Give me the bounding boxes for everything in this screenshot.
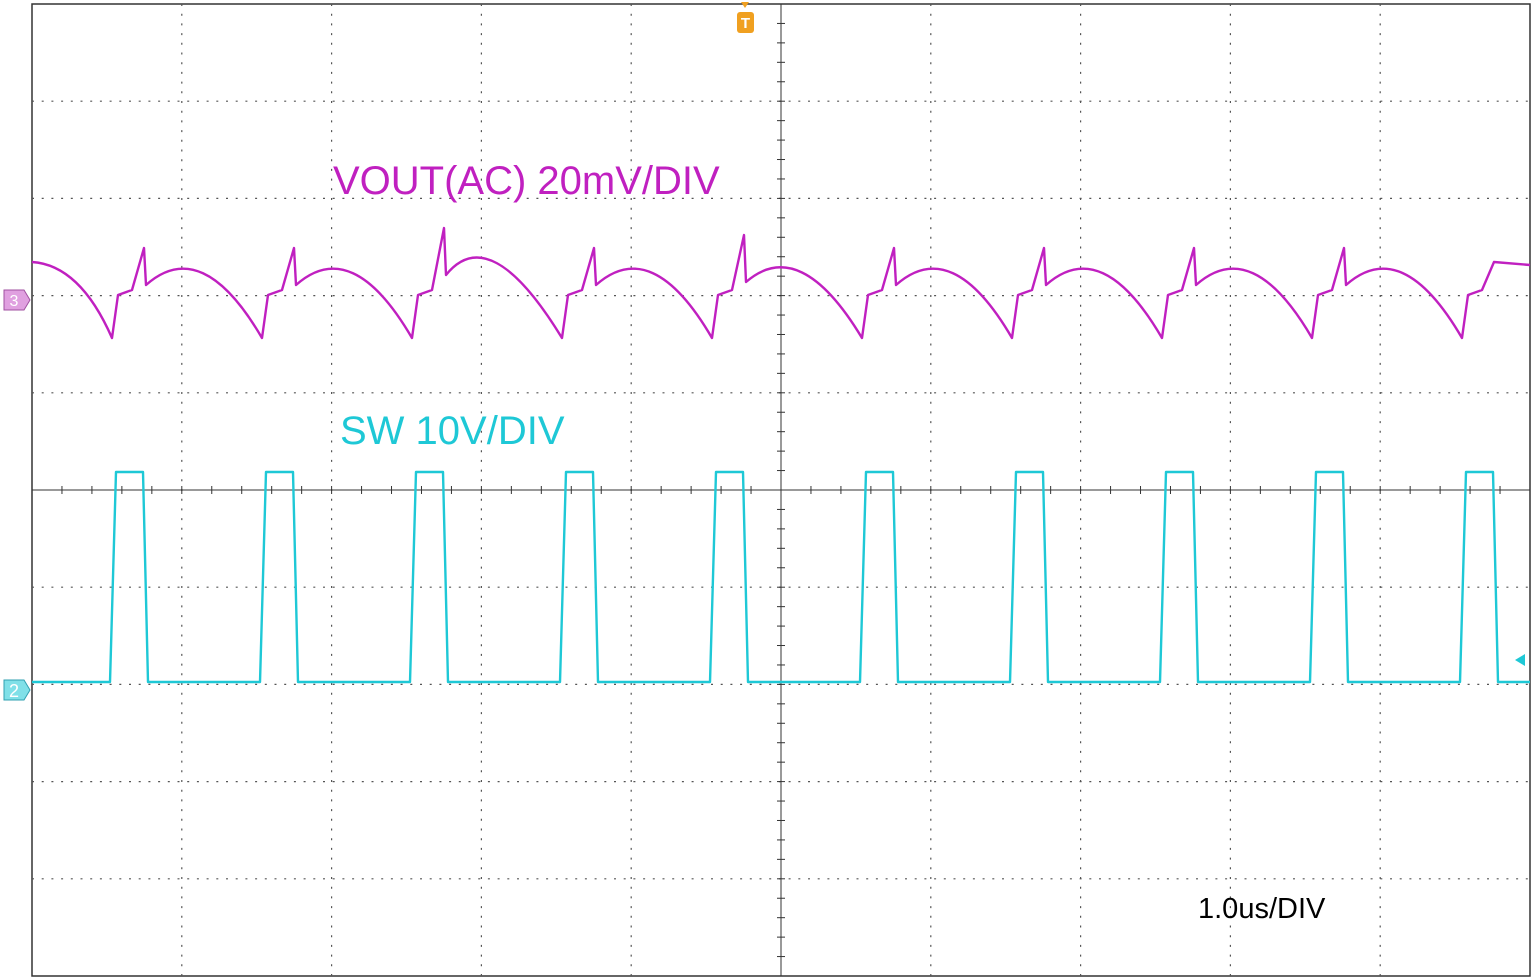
ch2-marker: 2 bbox=[3, 679, 31, 701]
timebase-label: 1.0us/DIV bbox=[1198, 893, 1326, 925]
sw-trace bbox=[32, 470, 1530, 684]
vout-label: VOUT(AC) 20mV/DIV bbox=[333, 159, 720, 203]
ch2-marker-label: 2 bbox=[9, 681, 19, 701]
sw-label: SW 10V/DIV bbox=[340, 409, 565, 453]
ch3-marker: 3 bbox=[3, 289, 31, 311]
grid bbox=[31, 3, 1531, 977]
ch3-marker-label: 3 bbox=[10, 293, 19, 310]
vout-trace bbox=[31, 226, 1531, 340]
ch2-level-arrow bbox=[1515, 654, 1525, 666]
trigger-marker-label: T bbox=[741, 15, 750, 32]
trigger-marker: T bbox=[737, 2, 754, 33]
